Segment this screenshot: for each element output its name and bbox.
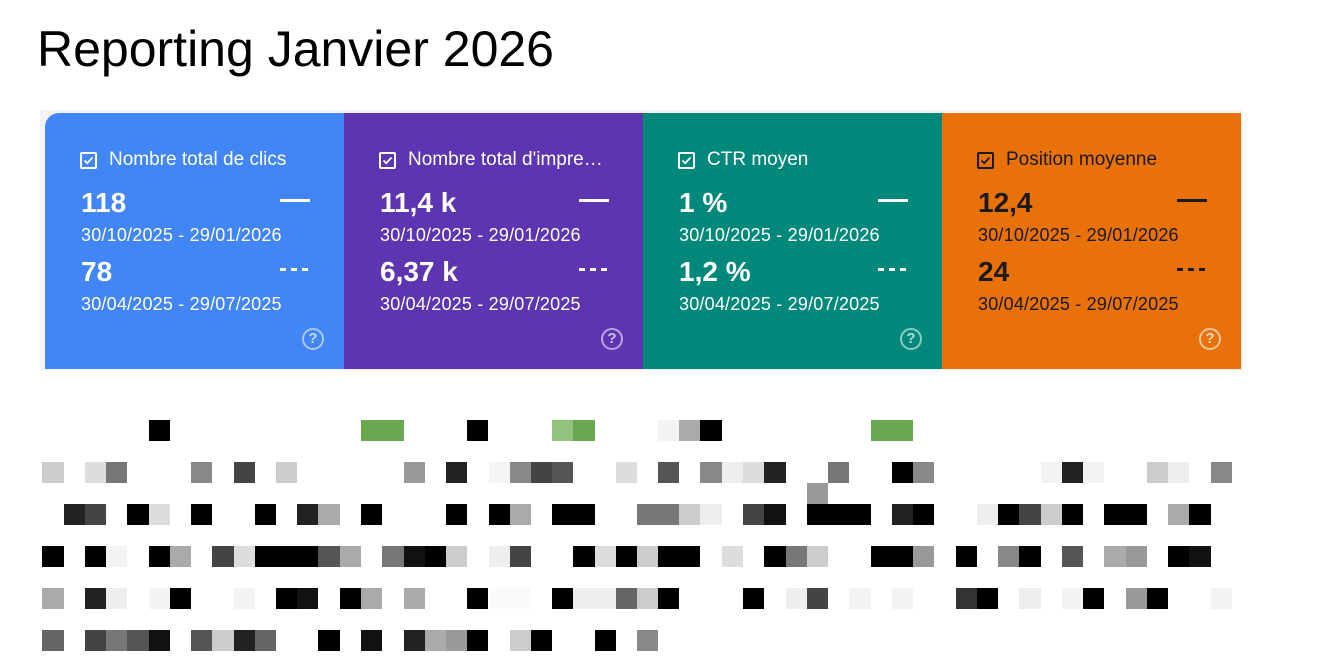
metric-toggle-ctr[interactable]: CTR moyen <box>678 149 808 171</box>
date-range-previous: 30/04/2025 - 29/07/2025 <box>978 294 1179 314</box>
pixelated-row-2 <box>42 462 1232 504</box>
metric-card-ctr[interactable]: CTR moyen 1 % 30/10/2025 - 29/01/2026 1,… <box>643 113 942 369</box>
dashed-line-legend-icon <box>280 268 310 271</box>
pixelated-row-3 <box>64 504 1211 525</box>
metrics-cards: Nombre total de clics 118 30/10/2025 - 2… <box>40 110 1242 370</box>
metric-value-previous: 1,2 % <box>679 256 751 287</box>
dashed-line-legend-icon <box>878 268 908 271</box>
date-range-previous: 30/04/2025 - 29/07/2025 <box>679 294 880 314</box>
date-range-current: 30/10/2025 - 29/01/2026 <box>81 225 282 245</box>
solid-line-legend-icon <box>280 199 310 202</box>
metric-label: Position moyenne <box>1006 149 1158 170</box>
checkbox-checked-icon[interactable] <box>977 151 994 169</box>
metric-label: Nombre total de clics <box>109 149 287 170</box>
metric-value-current: 11,4 k <box>380 187 457 218</box>
pixelated-row-5 <box>42 588 1232 609</box>
metric-value-previous: 78 <box>81 256 113 287</box>
help-icon[interactable]: ? <box>1199 328 1221 350</box>
checkbox-checked-icon[interactable] <box>379 151 396 169</box>
page-title: Reporting Janvier 2026 <box>37 21 554 77</box>
date-range-previous: 30/04/2025 - 29/07/2025 <box>81 294 282 314</box>
checkbox-checked-icon[interactable] <box>678 151 695 169</box>
metric-value-current: 12,4 <box>978 187 1033 218</box>
metric-label: CTR moyen <box>707 149 809 170</box>
metric-value-previous: 24 <box>978 256 1010 287</box>
help-icon[interactable]: ? <box>302 328 324 350</box>
metric-toggle-clicks[interactable]: Nombre total de clics <box>80 149 286 171</box>
help-icon[interactable]: ? <box>601 328 623 350</box>
metric-label: Nombre total d'impre… <box>408 149 603 170</box>
metric-card-impressions[interactable]: Nombre total d'impre… 11,4 k 30/10/2025 … <box>344 113 643 369</box>
metric-value-previous: 6,37 k <box>380 256 458 287</box>
solid-line-legend-icon <box>579 199 609 202</box>
pixelated-row-1 <box>149 420 913 441</box>
metric-value-current: 1 % <box>679 187 728 218</box>
metric-card-position[interactable]: Position moyenne 12,4 30/10/2025 - 29/01… <box>942 113 1241 369</box>
solid-line-legend-icon <box>878 199 908 202</box>
metric-toggle-position[interactable]: Position moyenne <box>977 149 1157 171</box>
help-icon[interactable]: ? <box>900 328 922 350</box>
solid-line-legend-icon <box>1177 199 1207 202</box>
metric-toggle-impressions[interactable]: Nombre total d'impre… <box>379 149 603 171</box>
date-range-current: 30/10/2025 - 29/01/2026 <box>679 225 880 245</box>
dashed-line-legend-icon <box>1177 268 1207 271</box>
pixelated-row-6 <box>42 630 658 651</box>
date-range-previous: 30/04/2025 - 29/07/2025 <box>380 294 581 314</box>
date-range-current: 30/10/2025 - 29/01/2026 <box>380 225 581 245</box>
date-range-current: 30/10/2025 - 29/01/2026 <box>978 225 1179 245</box>
metric-value-current: 118 <box>81 187 127 218</box>
checkbox-checked-icon[interactable] <box>80 151 97 169</box>
metric-card-clicks[interactable]: Nombre total de clics 118 30/10/2025 - 2… <box>45 113 344 369</box>
dashed-line-legend-icon <box>579 268 609 271</box>
pixelated-row-4 <box>42 546 1211 567</box>
